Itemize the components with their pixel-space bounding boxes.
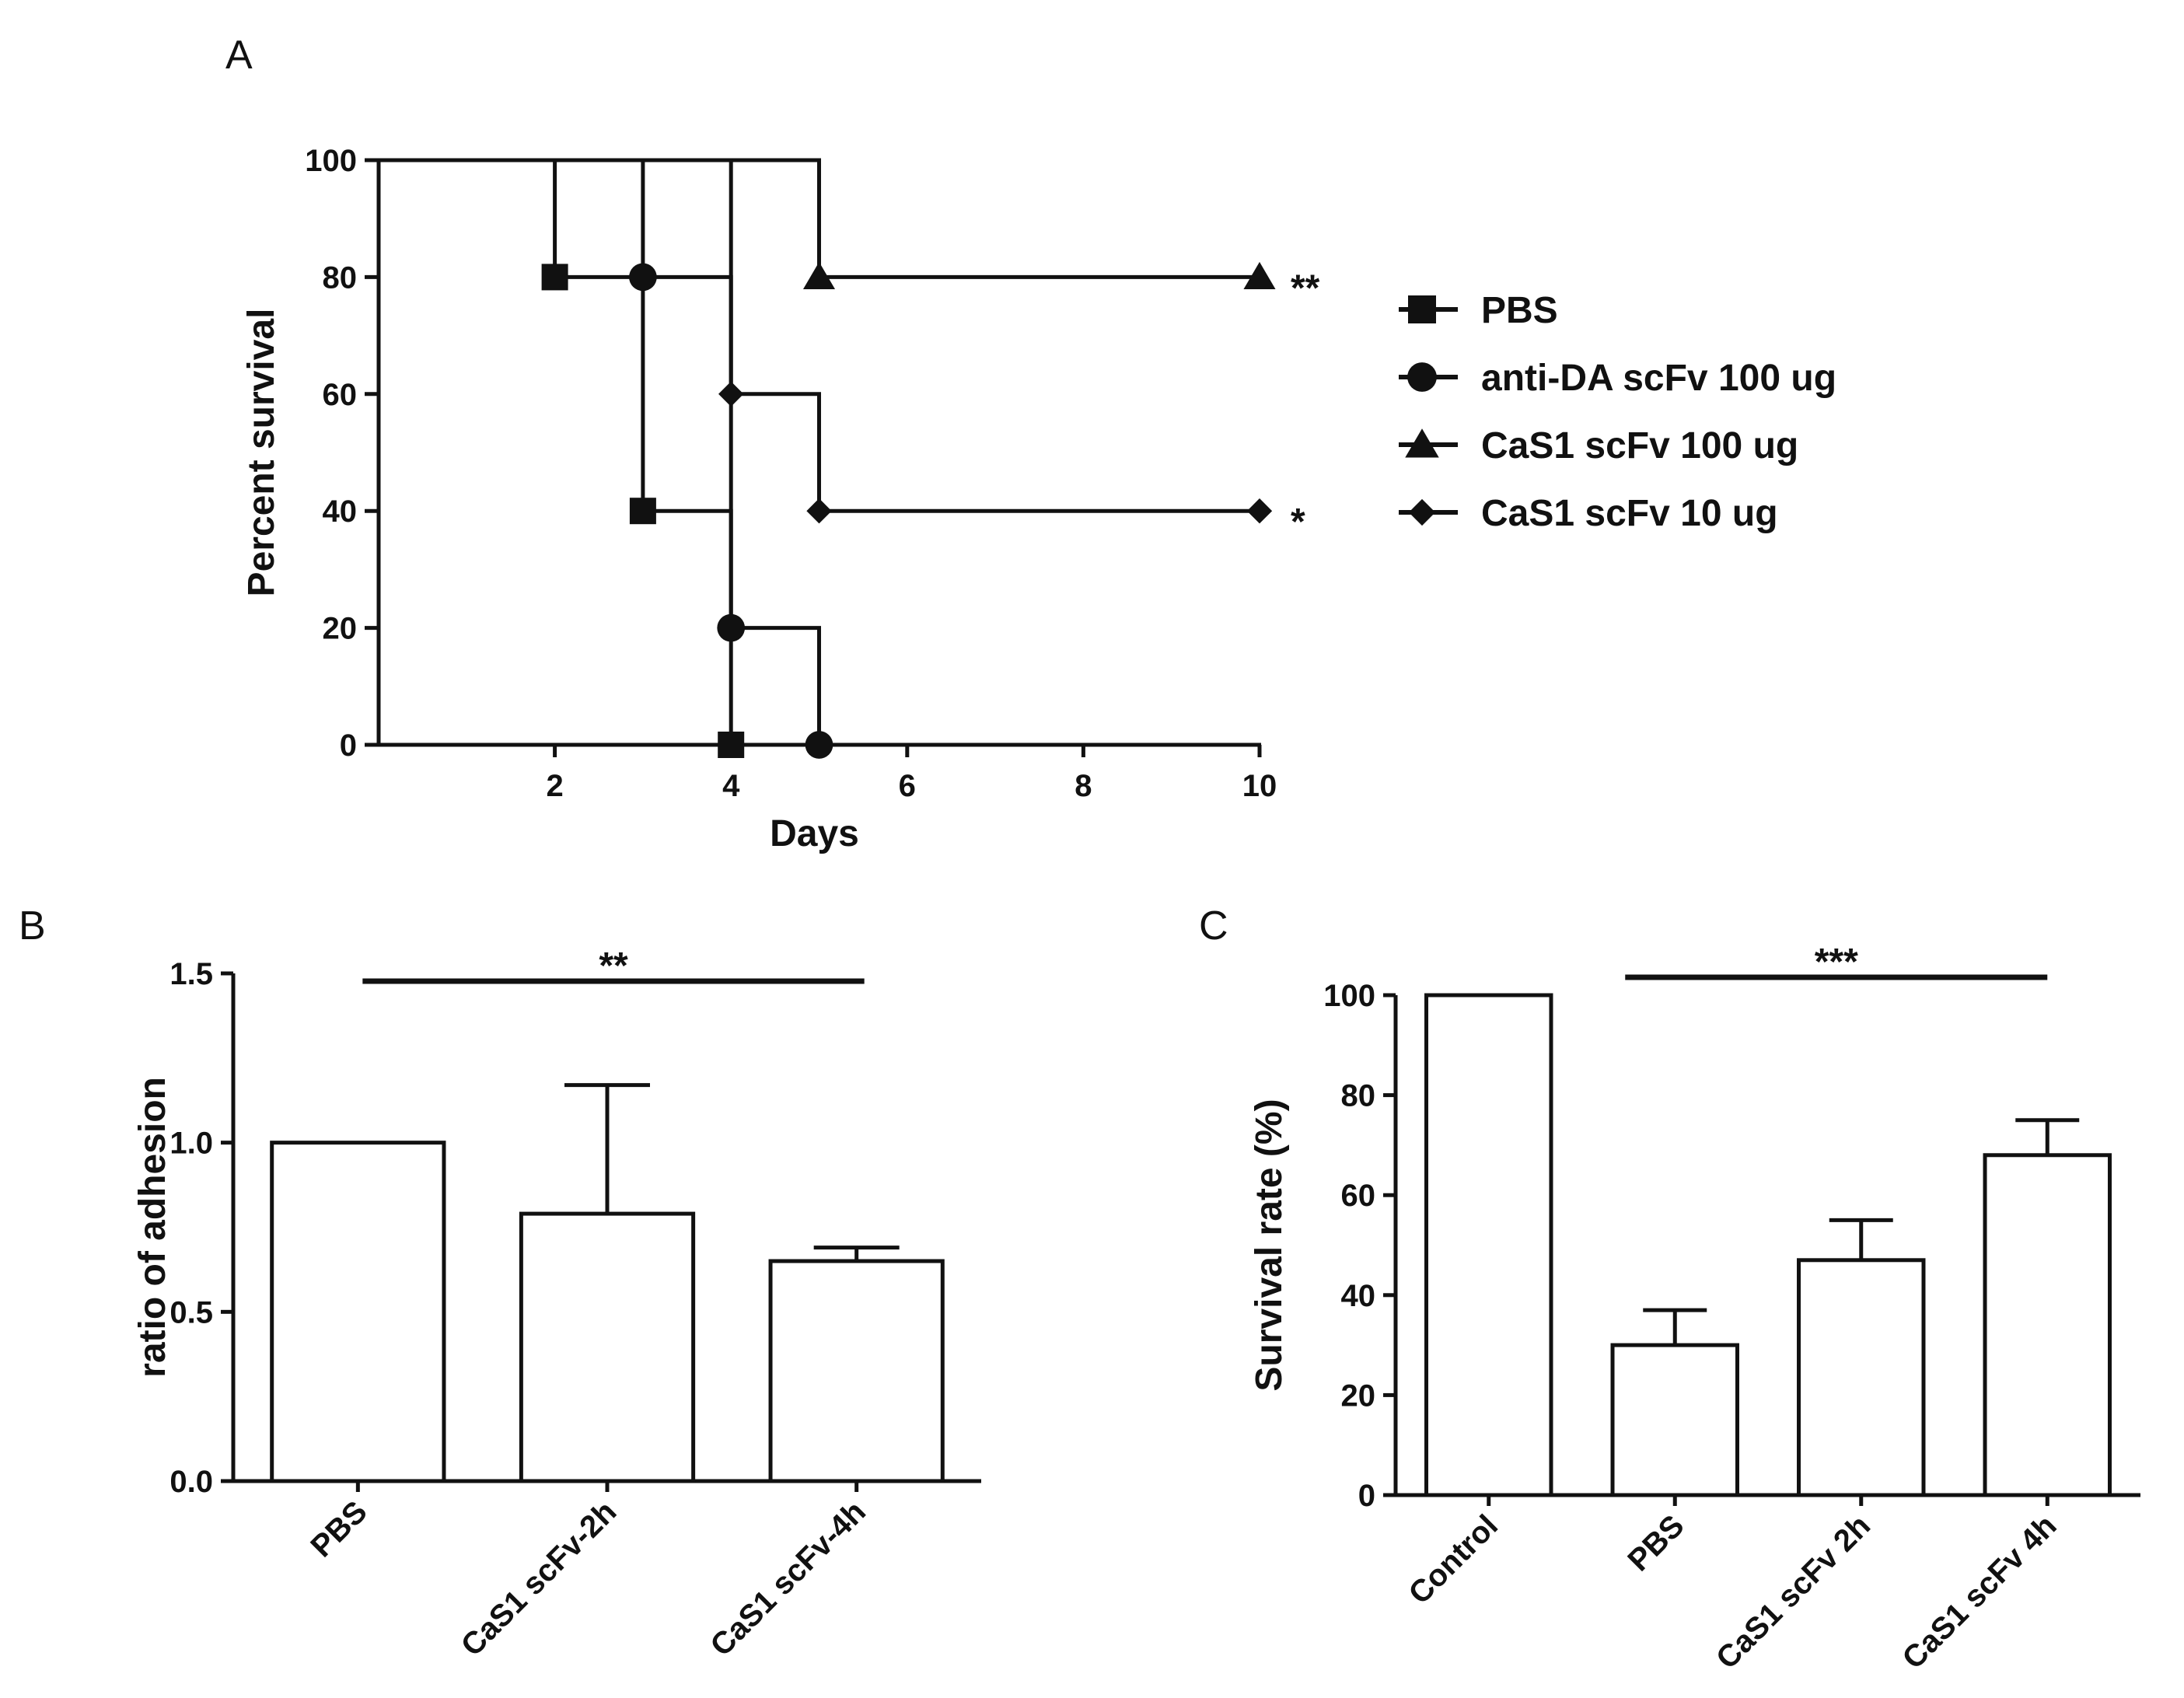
y-axis-label: Survival rate (%) xyxy=(1249,1099,1290,1391)
bar xyxy=(1424,993,1553,1497)
series-point-square xyxy=(629,498,656,525)
legend-label: CaS1 scFv 100 ug xyxy=(1481,425,1798,466)
y-tick-label: 80 xyxy=(1341,1079,1376,1113)
legend-marker-square xyxy=(1408,295,1436,323)
x-tick-label: Control xyxy=(1402,1508,1504,1611)
y-tick-label: 0 xyxy=(1358,1479,1375,1513)
legend-label: PBS xyxy=(1481,290,1558,331)
significance-label: ** xyxy=(599,945,628,987)
y-tick-label-a: 40 xyxy=(323,494,358,529)
x-tick-label-a: 4 xyxy=(722,769,740,803)
x-tick-label: PBS xyxy=(304,1494,373,1563)
y-tick-label: 20 xyxy=(1341,1378,1376,1413)
x-tick-label-a: 10 xyxy=(1242,769,1277,803)
series-point-diamond xyxy=(806,498,832,524)
y-axis-label: ratio of adhesion xyxy=(132,1077,173,1378)
series-point-square xyxy=(718,732,745,758)
series-line-triangle xyxy=(379,158,1260,279)
bar xyxy=(1797,1258,1926,1497)
x-tick-label: CaS1 scFv 4h xyxy=(1896,1508,2063,1675)
bar xyxy=(768,1259,945,1483)
y-tick-label: 100 xyxy=(1323,979,1375,1013)
bar xyxy=(270,1141,446,1483)
x-axis-label-a: Days xyxy=(770,813,859,854)
series-end-point-diamond xyxy=(1246,498,1273,524)
y-tick-label: 40 xyxy=(1341,1279,1376,1313)
series-point-square xyxy=(541,264,568,291)
series-point-circle xyxy=(805,731,833,759)
y-tick-label-a: 80 xyxy=(323,260,358,295)
y-tick-label: 0.0 xyxy=(169,1465,213,1499)
legend-label: anti-DA scFv 100 ug xyxy=(1481,358,1836,399)
series-point-triangle xyxy=(802,261,836,290)
y-axis-label-a: Percent survival xyxy=(241,309,282,597)
x-tick-label: CaS1 scFv 2h xyxy=(1710,1508,1877,1675)
series-line-circle xyxy=(379,158,821,745)
significance-label-a: * xyxy=(1291,501,1305,543)
series-line-square xyxy=(379,158,733,745)
series-point-circle xyxy=(629,263,657,292)
series-point-diamond xyxy=(718,381,744,407)
x-tick-label-a: 8 xyxy=(1075,769,1092,803)
y-tick-label: 60 xyxy=(1341,1179,1376,1213)
x-tick-label: CaS1 scFv-2h xyxy=(455,1494,624,1663)
y-tick-label-a: 100 xyxy=(305,144,357,178)
y-tick-label: 1.5 xyxy=(169,957,213,991)
legend-marker-triangle xyxy=(1405,428,1439,458)
bar xyxy=(1610,1343,1739,1497)
significance-label-a: ** xyxy=(1291,267,1320,309)
y-tick-label-a: 20 xyxy=(323,612,358,646)
legend-label: CaS1 scFv 10 ug xyxy=(1481,493,1778,534)
legend-marker-circle xyxy=(1407,362,1437,392)
legend-marker-diamond xyxy=(1408,498,1436,526)
y-tick-label-a: 60 xyxy=(323,378,358,412)
x-tick-label: PBS xyxy=(1621,1508,1690,1577)
significance-label: *** xyxy=(1815,942,1858,983)
series-end-point-triangle xyxy=(1243,261,1276,290)
series-line-diamond xyxy=(379,158,1260,513)
panel-letter-a: A xyxy=(225,33,253,78)
y-tick-label: 1.0 xyxy=(169,1127,213,1161)
series-point-circle xyxy=(717,613,746,642)
y-tick-label-a: 0 xyxy=(340,728,357,763)
x-tick-label-a: 6 xyxy=(899,769,916,803)
bar xyxy=(1983,1153,2112,1497)
adhesion-bar-chart-b: 0.0 0.5 1.0 1.5 ratio of adhesion PBS CaS1 scF… xyxy=(132,945,981,1663)
survival-rate-bar-chart-c: 0 20 40 60 80 100 Survival rate (%) Control PBS C… xyxy=(1249,942,2140,1675)
panel-letter-b: B xyxy=(19,903,46,949)
y-tick-label: 0.5 xyxy=(169,1295,213,1329)
bar xyxy=(519,1211,696,1483)
x-tick-label-a: 2 xyxy=(546,769,563,803)
panel-letter-c: C xyxy=(1199,903,1228,949)
x-tick-label: CaS1 scFv-4h xyxy=(704,1494,872,1663)
